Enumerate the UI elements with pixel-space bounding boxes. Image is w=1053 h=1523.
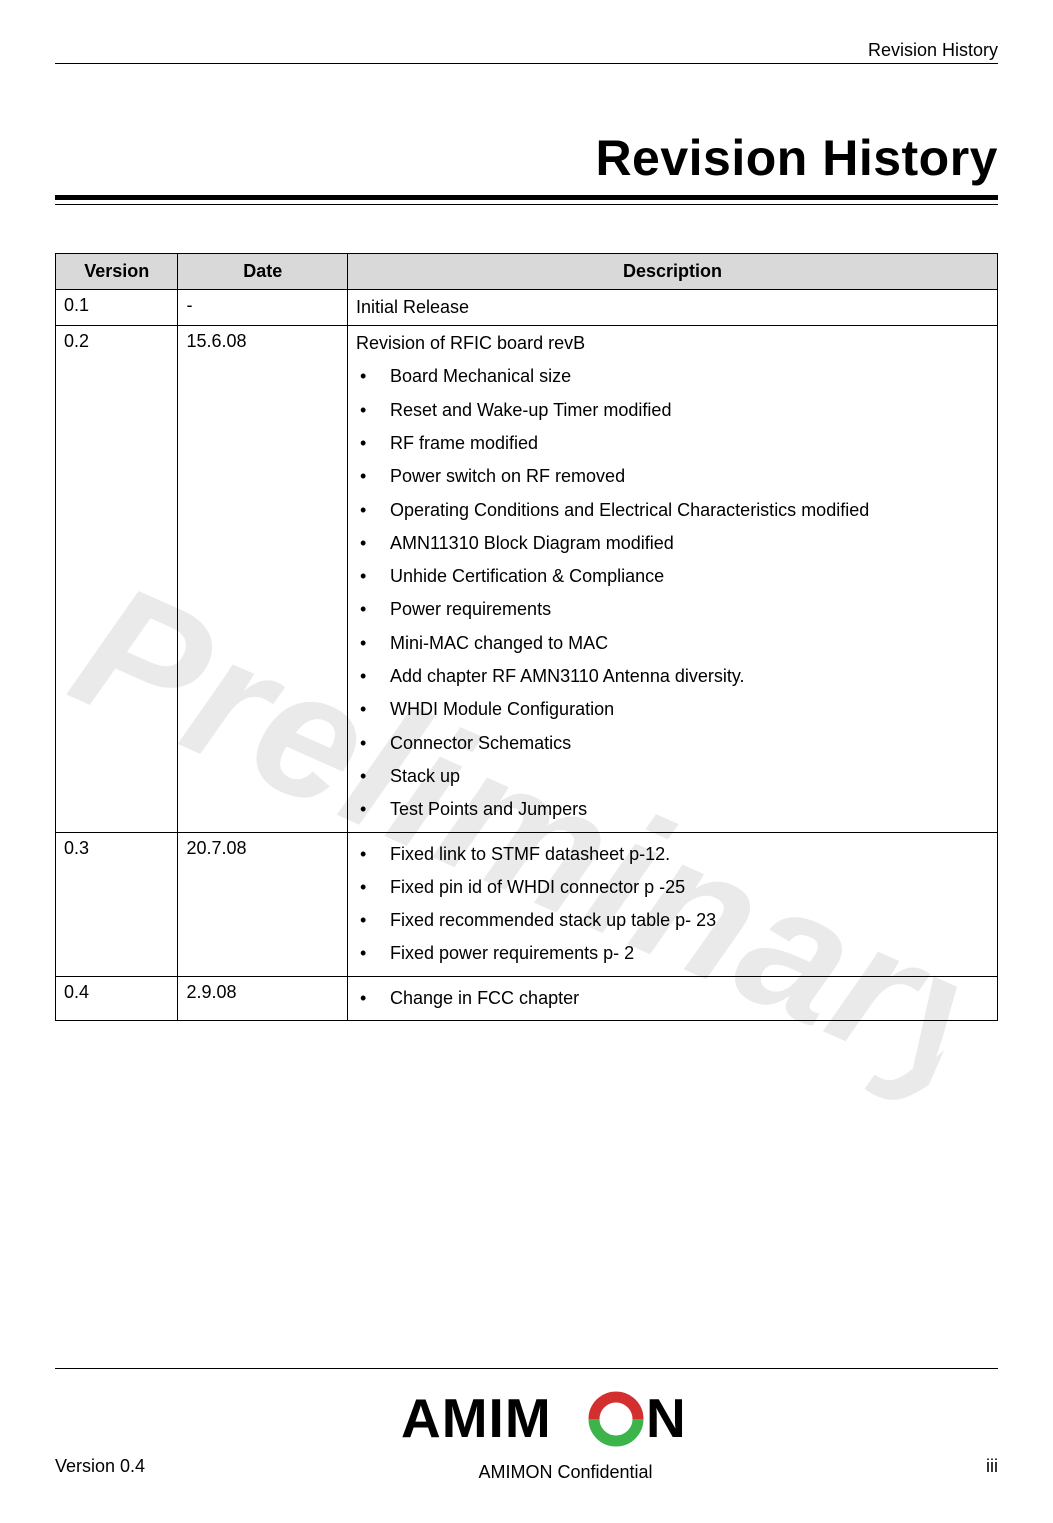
cell-date: 20.7.08 [178,832,348,976]
description-bullets: Fixed link to STMF datasheet p-12.Fixed … [356,838,987,971]
page-title: Revision History [55,129,998,187]
footer-version: Version 0.4 [55,1456,145,1483]
table-row: 0.215.6.08 Revision of RFIC board revB Boa… [56,326,998,832]
amimon-logo: AMIM N [401,1389,731,1449]
list-item: Power requirements [356,593,987,626]
cell-date: 2.9.08 [178,976,348,1020]
footer: Version 0.4 AMIM N AMIMON Confidential i… [55,1368,998,1483]
list-item: Power switch on RF removed [356,460,987,493]
cell-version: 0.1 [56,290,178,326]
footer-page-number: iii [986,1456,998,1483]
col-header-date: Date [178,254,348,290]
list-item: Reset and Wake-up Timer modified [356,394,987,427]
logo-text-right: N [646,1389,686,1449]
list-item: RF frame modified [356,427,987,460]
list-item: Change in FCC chapter [356,982,987,1015]
description-lead: Initial Release [356,295,987,320]
list-item: Mini-MAC changed to MAC [356,627,987,660]
logo-ring-bottom [594,1419,638,1441]
cell-date: - [178,290,348,326]
table-row: 0.1-Initial Release [56,290,998,326]
logo-text-left: AMIM [401,1389,552,1449]
logo-ring-top [594,1397,638,1419]
cell-version: 0.4 [56,976,178,1020]
footer-confidential: AMIMON Confidential [401,1462,731,1483]
list-item: Board Mechanical size [356,360,987,393]
list-item: Stack up [356,760,987,793]
list-item: Fixed pin id of WHDI connector p -25 [356,871,987,904]
cell-date: 15.6.08 [178,326,348,832]
list-item: AMN11310 Block Diagram modified [356,527,987,560]
list-item: Unhide Certification & Compliance [356,560,987,593]
table-header-row: Version Date Description [56,254,998,290]
list-item: Fixed link to STMF datasheet p-12. [356,838,987,871]
col-header-description: Description [348,254,998,290]
description-bullets: Change in FCC chapter [356,982,987,1015]
cell-description: Initial Release [348,290,998,326]
list-item: Connector Schematics [356,727,987,760]
list-item: Test Points and Jumpers [356,793,987,826]
table-row: 0.320.7.08Fixed link to STMF datasheet p… [56,832,998,976]
description-bullets: Board Mechanical sizeReset and Wake-up T… [356,360,987,826]
cell-version: 0.3 [56,832,178,976]
title-rule [55,195,998,205]
header-right: Revision History [55,40,998,64]
revision-history-table: Version Date Description 0.1-Initial Rel… [55,253,998,1021]
description-lead: Revision of RFIC board revB [356,331,987,356]
list-item: WHDI Module Configuration [356,693,987,726]
list-item: Add chapter RF AMN3110 Antenna diversity… [356,660,987,693]
table-row: 0.42.9.08Change in FCC chapter [56,976,998,1020]
cell-description: Change in FCC chapter [348,976,998,1020]
cell-description: Revision of RFIC board revB Board Mechani… [348,326,998,832]
list-item: Fixed power requirements p- 2 [356,937,987,970]
list-item: Operating Conditions and Electrical Char… [356,494,987,527]
footer-rule [55,1368,998,1369]
cell-description: Fixed link to STMF datasheet p-12.Fixed … [348,832,998,976]
cell-version: 0.2 [56,326,178,832]
list-item: Fixed recommended stack up table p- 23 [356,904,987,937]
col-header-version: Version [56,254,178,290]
